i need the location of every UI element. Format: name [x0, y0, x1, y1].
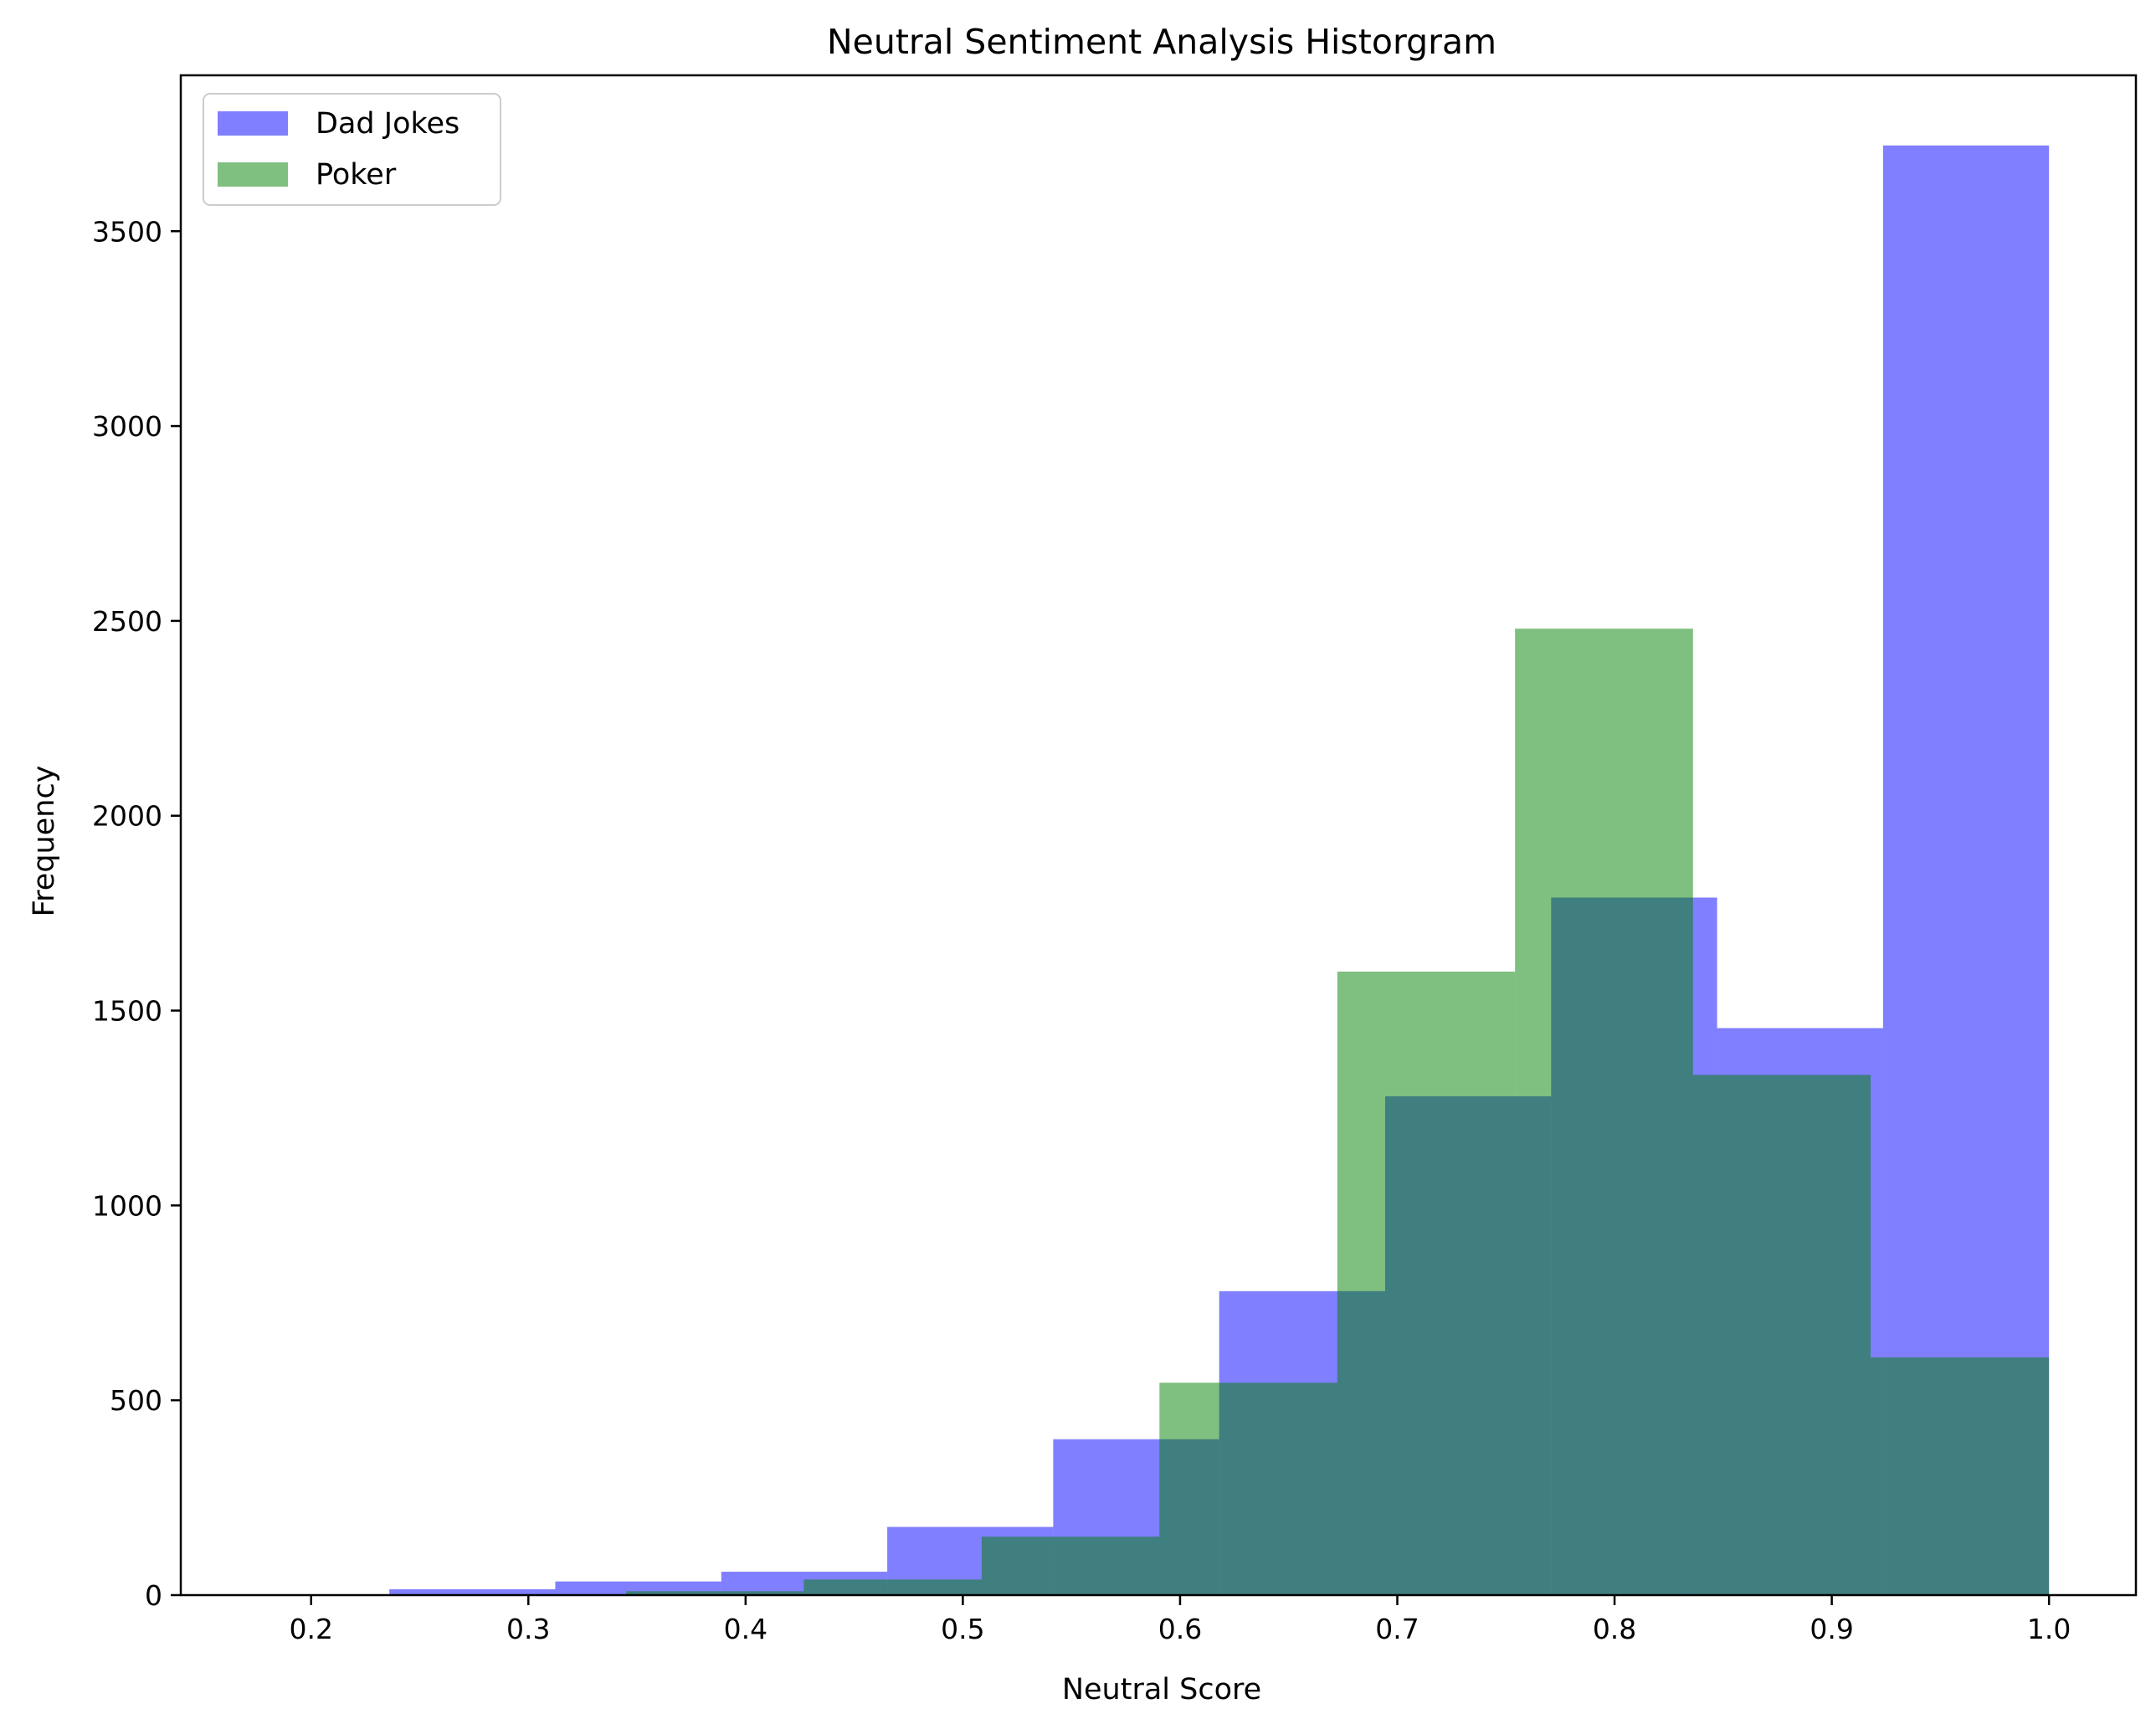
y-tick-label: 0: [145, 1579, 162, 1612]
y-tick-label: 3000: [92, 410, 162, 443]
y-tick-label: 2000: [92, 800, 162, 833]
bar-poker-4: [1337, 971, 1516, 1595]
y-tick-label: 1000: [92, 1189, 162, 1222]
x-tick-label: 0.5: [941, 1613, 984, 1645]
bar-poker-6: [1692, 1075, 1871, 1595]
y-tick-label: 3500: [92, 215, 162, 248]
bar-dad-jokes-0: [389, 1589, 556, 1595]
x-tick-label: 0.3: [506, 1613, 550, 1645]
legend: Dad Jokes Poker: [203, 93, 501, 206]
legend-label-poker: Poker: [316, 158, 397, 192]
legend-swatch-dad-jokes: [218, 111, 288, 136]
bar-poker-3: [1159, 1383, 1337, 1595]
x-tick-label: 0.4: [724, 1613, 767, 1645]
x-tick-label: 1.0: [2027, 1613, 2071, 1645]
y-axis-title: Frequency: [28, 766, 61, 917]
bar-dad-jokes-9: [1882, 145, 2050, 1595]
y-tick-label: 1500: [92, 995, 162, 1028]
y-tick-label: 2500: [92, 605, 162, 638]
x-tick-label: 0.2: [289, 1613, 332, 1645]
legend-swatch-poker: [218, 162, 288, 187]
bar-poker-2: [981, 1537, 1160, 1595]
x-tick-label: 0.9: [1810, 1613, 1853, 1645]
plot-frame: [179, 74, 2138, 1597]
x-axis-ticks: 0.2 0.3 0.4 0.5 0.6 0.7 0.8 0.9 1.0: [289, 1595, 2071, 1645]
bar-poker-7: [1871, 1357, 2050, 1595]
y-tick-label: 500: [110, 1384, 162, 1417]
y-axis-ticks: 0 500 1000 1500 2000 2500 3000 3500: [92, 215, 181, 1612]
x-tick-label: 0.6: [1158, 1613, 1202, 1645]
x-tick-label: 0.8: [1593, 1613, 1636, 1645]
chart-title: Neutral Sentiment Analysis Historgram: [827, 22, 1496, 62]
bar-poker-5: [1515, 629, 1693, 1596]
x-axis-title: Neutral Score: [1062, 1673, 1261, 1706]
bar-poker-1: [803, 1579, 982, 1595]
x-tick-label: 0.7: [1375, 1613, 1419, 1645]
bar-poker-0: [626, 1591, 804, 1595]
bars-layer: [389, 145, 2050, 1596]
legend-label-dad-jokes: Dad Jokes: [316, 107, 459, 141]
